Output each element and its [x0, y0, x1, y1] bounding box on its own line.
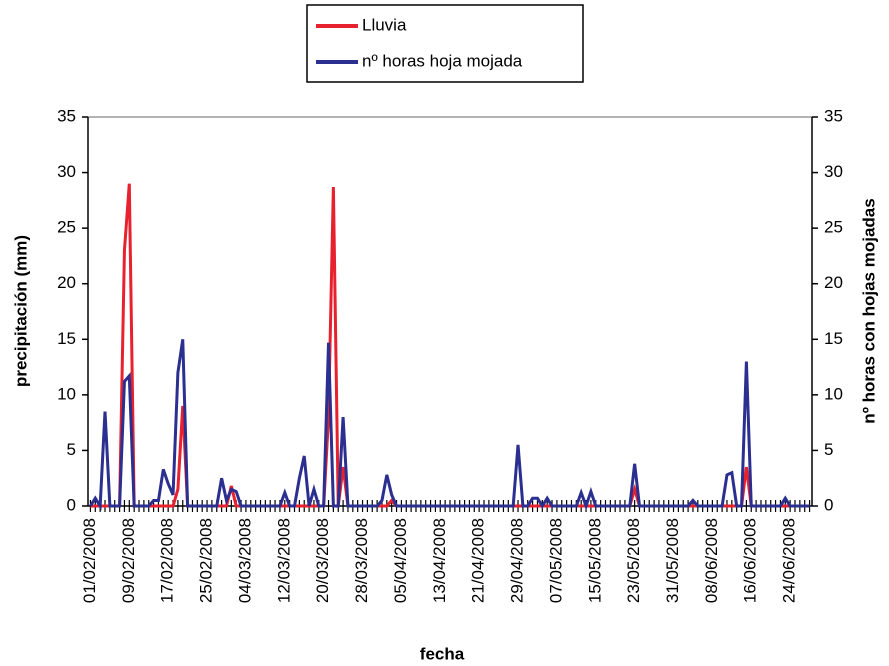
y-tick-label: 15 — [57, 329, 76, 348]
x-tick-label: 29/04/2008 — [508, 518, 527, 603]
x-tick-label: 05/04/2008 — [391, 518, 410, 603]
y2-tick-label: 30 — [824, 162, 843, 181]
y2-tick-label: 0 — [824, 495, 833, 514]
y2-tick-label: 10 — [824, 384, 843, 403]
series-line — [89, 339, 810, 511]
y-tick-label: 30 — [57, 162, 76, 181]
x-tick-label: 13/04/2008 — [430, 518, 449, 603]
legend-label: nº horas hoja mojada — [362, 51, 523, 70]
y-tick-label: 0 — [67, 495, 76, 514]
y-tick-label: 25 — [57, 218, 76, 237]
y2-axis-title: nº horas con hojas mojadas — [859, 198, 878, 423]
x-tick-label: 28/03/2008 — [352, 518, 371, 603]
x-tick-label: 12/03/2008 — [274, 518, 293, 603]
y-tick-label: 10 — [57, 384, 76, 403]
x-tick-label: 21/04/2008 — [469, 518, 488, 603]
x-tick-label: 20/03/2008 — [313, 518, 332, 603]
x-tick-label: 07/05/2008 — [546, 518, 565, 603]
x-tick-label: 09/02/2008 — [119, 518, 138, 603]
y2-tick-label: 35 — [824, 106, 843, 125]
x-axis-title: fecha — [420, 644, 465, 663]
y-axis-title: precipitación (mm) — [11, 235, 30, 387]
legend-label: Lluvia — [362, 15, 407, 34]
y2-tick-label: 5 — [824, 440, 833, 459]
x-tick-label: 01/02/2008 — [80, 518, 99, 603]
legend-box — [306, 4, 584, 83]
x-tick-label: 16/06/2008 — [741, 518, 760, 603]
x-tick-label: 31/05/2008 — [663, 518, 682, 603]
x-tick-label: 15/05/2008 — [585, 518, 604, 603]
series-line — [90, 183, 810, 508]
y-tick-label: 5 — [67, 440, 76, 459]
x-tick-label: 24/06/2008 — [780, 518, 799, 603]
x-tick-label: 23/05/2008 — [624, 518, 643, 603]
y2-tick-label: 25 — [824, 218, 843, 237]
x-tick-label: 04/03/2008 — [235, 518, 254, 603]
y2-tick-label: 15 — [824, 329, 843, 348]
x-tick-label: 25/02/2008 — [197, 518, 216, 603]
x-tick-label: 08/06/2008 — [702, 518, 721, 603]
x-tick-label: 17/02/2008 — [158, 518, 177, 603]
y2-tick-label: 20 — [824, 273, 843, 292]
y-tick-label: 35 — [57, 106, 76, 125]
y-tick-label: 20 — [57, 273, 76, 292]
